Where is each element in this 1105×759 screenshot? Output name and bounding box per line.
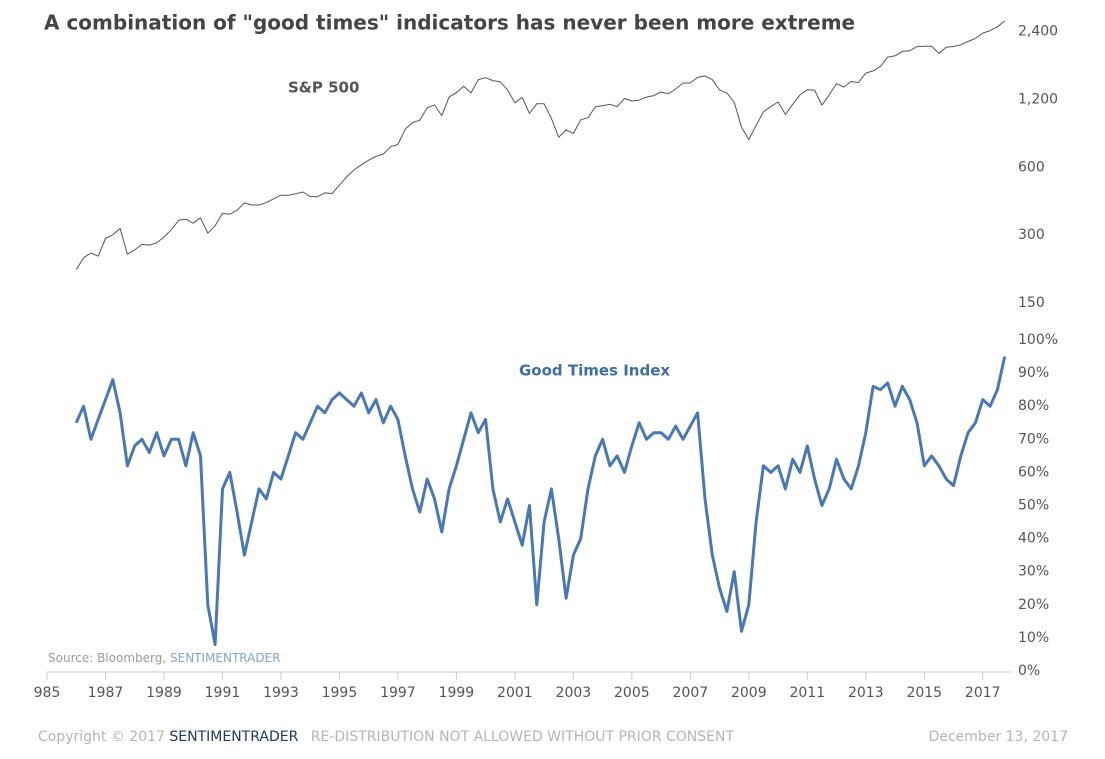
x-tick-label: 2011 bbox=[789, 685, 825, 701]
y-tick-label: 50% bbox=[1018, 498, 1049, 514]
y-tick-label: 70% bbox=[1018, 431, 1049, 447]
y-tick-label: 30% bbox=[1018, 564, 1049, 580]
x-tick-label: 2017 bbox=[965, 685, 1001, 701]
y-tick-label: 600 bbox=[1018, 159, 1045, 175]
source-brand: SENTIMENTRADER bbox=[170, 651, 281, 665]
x-tick-label: 2015 bbox=[906, 685, 942, 701]
y-tick-label: 80% bbox=[1018, 398, 1049, 414]
notice: RE-DISTRIBUTION NOT ALLOWED WITHOUT PRIO… bbox=[311, 729, 735, 745]
brand: SENTIMENTRADER bbox=[169, 729, 298, 745]
copyright: Copyright © 2017 bbox=[38, 729, 165, 745]
y-tick-label: 60% bbox=[1018, 464, 1049, 480]
y-tick-label: 1,200 bbox=[1018, 91, 1058, 107]
x-tick-label: 2003 bbox=[556, 685, 592, 701]
line bbox=[75, 20, 1006, 270]
x-tick-label: 2009 bbox=[731, 685, 767, 701]
y-tick-label: 0% bbox=[1018, 663, 1040, 679]
source: Source: Bloomberg, SENTIMENTRADER bbox=[48, 651, 281, 665]
y-tick-label: 40% bbox=[1018, 531, 1049, 547]
x-tick-label: 1999 bbox=[439, 685, 475, 701]
series-label: Good Times Index bbox=[519, 362, 670, 380]
x-tick-label: 1989 bbox=[146, 685, 182, 701]
x-tick-label: 2013 bbox=[848, 685, 884, 701]
y-tick-label: 150 bbox=[1018, 295, 1045, 311]
footer-date: December 13, 2017 bbox=[929, 729, 1068, 745]
y-tick-label: 300 bbox=[1018, 227, 1045, 243]
x-tick-label: 1991 bbox=[205, 685, 241, 701]
source-text: Source: Bloomberg, bbox=[48, 651, 166, 665]
chart-title: A combination of "good times" indicators… bbox=[44, 11, 855, 35]
x-tick-label: 1997 bbox=[380, 685, 416, 701]
line bbox=[74, 356, 1007, 646]
y-tick-label: 100% bbox=[1018, 332, 1058, 348]
x-tick-label: 2005 bbox=[614, 685, 650, 701]
y-tick-label: 2,400 bbox=[1018, 24, 1058, 40]
x-tick-label: 1993 bbox=[263, 685, 299, 701]
y-tick-label: 90% bbox=[1018, 365, 1049, 381]
x-tick-label: 1987 bbox=[88, 685, 124, 701]
x-tick-label: 1995 bbox=[322, 685, 358, 701]
x-tick-label: 985 bbox=[34, 685, 61, 701]
y-tick-label: 20% bbox=[1018, 597, 1049, 613]
footer-copyright: Copyright © 2017 SENTIMENTRADER RE-DISTR… bbox=[38, 729, 734, 745]
x-tick-label: 2001 bbox=[497, 685, 533, 701]
series-label: S&P 500 bbox=[288, 79, 359, 97]
x-tick-label: 2007 bbox=[673, 685, 709, 701]
y-tick-label: 10% bbox=[1018, 630, 1049, 646]
